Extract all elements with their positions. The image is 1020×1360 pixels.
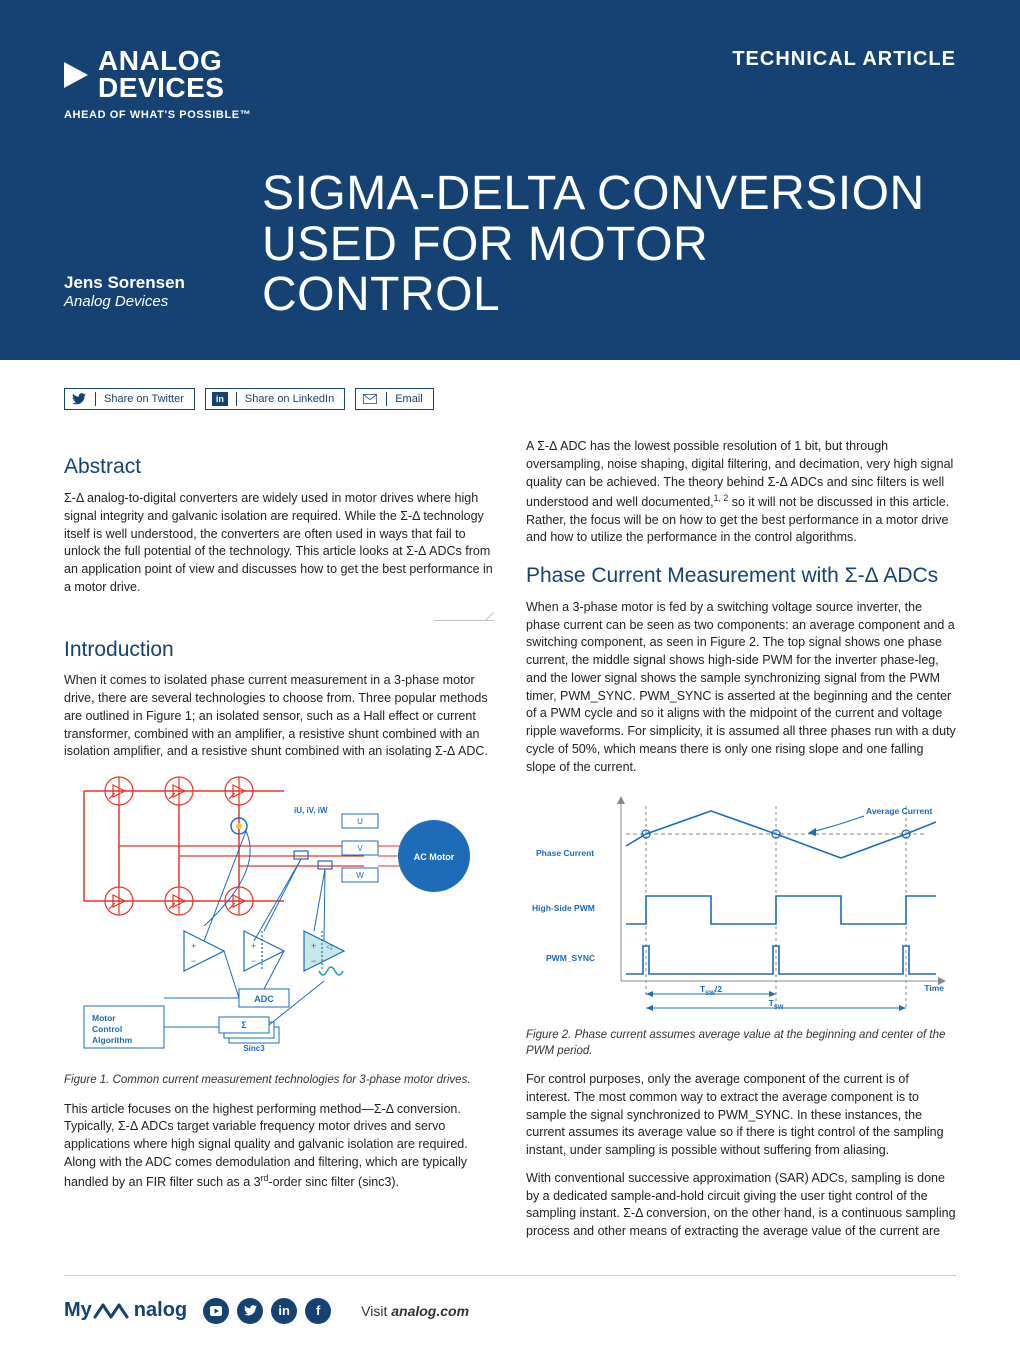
- right-column: A Σ-Δ ADC has the lowest possible resolu…: [526, 438, 956, 1251]
- svg-text:−: −: [191, 956, 196, 966]
- facebook-icon[interactable]: f: [305, 1298, 331, 1324]
- share-twitter-label: Share on Twitter: [104, 393, 184, 405]
- right-p2: When a 3-phase motor is fed by a switchi…: [526, 599, 956, 777]
- svg-text:Motor: Motor: [92, 1013, 116, 1023]
- phase-heading: Phase Current Measurement with Σ-Δ ADCs: [526, 561, 956, 591]
- fig2-avg-label: Average Current: [866, 806, 932, 816]
- email-icon: [362, 392, 378, 406]
- fig1-currents-label: iU, iV, iW: [294, 806, 328, 815]
- fig1-adc-label: ADC: [254, 994, 274, 1004]
- intro-heading: Introduction: [64, 635, 494, 665]
- share-email-label: Email: [395, 393, 423, 405]
- svg-text:◁: ◁: [326, 942, 333, 951]
- fig1-v-label: V: [357, 844, 363, 853]
- fig1-sinc-label: Sinc3: [243, 1044, 265, 1053]
- social-icons: in f: [203, 1298, 331, 1324]
- header-band: ANALOG DEVICES AHEAD OF WHAT'S POSSIBLE™…: [0, 0, 1020, 360]
- after-fig1-text: This article focuses on the highest perf…: [64, 1101, 494, 1192]
- twitter-icon[interactable]: [237, 1298, 263, 1324]
- svg-text:Algorithm: Algorithm: [92, 1035, 133, 1045]
- svg-text:+: +: [191, 941, 196, 951]
- share-linkedin-label: Share on LinkedIn: [245, 393, 334, 405]
- youtube-icon[interactable]: [203, 1298, 229, 1324]
- article-title: SIGMA-DELTA CONVERSION USED FOR MOTOR CO…: [262, 169, 956, 320]
- fig1-u-label: U: [357, 817, 363, 826]
- author-name: Jens Sorensen: [64, 273, 234, 293]
- share-twitter-button[interactable]: Share on Twitter: [64, 388, 195, 410]
- figure-1-caption: Figure 1. Common current measurement tec…: [64, 1073, 494, 1089]
- svg-text:+: +: [311, 941, 316, 951]
- fig2-time-label: Time: [924, 983, 944, 993]
- linkedin-icon[interactable]: in: [271, 1298, 297, 1324]
- svg-text:TSW/2: TSW/2: [700, 984, 722, 997]
- share-email-button[interactable]: Email: [355, 388, 434, 410]
- author-block: Jens Sorensen Analog Devices: [64, 273, 234, 320]
- right-p4: With conventional successive approximati…: [526, 1170, 956, 1241]
- logo-triangle-icon: [64, 62, 88, 88]
- visit-text: Visit analog.com: [361, 1303, 469, 1319]
- intro-text: When it comes to isolated phase current …: [64, 672, 494, 761]
- visit-link[interactable]: analog.com: [391, 1303, 469, 1319]
- left-column: Abstract Σ-Δ analog-to-digital converter…: [64, 438, 494, 1251]
- right-p3: For control purposes, only the average c…: [526, 1071, 956, 1160]
- twitter-icon: [71, 392, 87, 406]
- figure-2-caption: Figure 2. Phase current assumes average …: [526, 1028, 956, 1059]
- abstract-text: Σ-Δ analog-to-digital converters are wid…: [64, 490, 494, 597]
- logo-line2: DEVICES: [98, 75, 224, 102]
- author-affiliation: Analog Devices: [64, 293, 234, 310]
- share-row: Share on Twitter in Share on LinkedIn Em…: [64, 388, 956, 410]
- footer: Mynalog in f Visit analog.com: [0, 1276, 1020, 1354]
- fig2-pwm-label: High-Side PWM: [532, 903, 595, 913]
- logo-tagline: AHEAD OF WHAT'S POSSIBLE™: [64, 109, 251, 121]
- logo-block: ANALOG DEVICES AHEAD OF WHAT'S POSSIBLE™: [64, 48, 251, 121]
- logo-line1: ANALOG: [98, 48, 224, 75]
- abstract-heading: Abstract: [64, 452, 494, 482]
- svg-text:+: +: [251, 941, 256, 951]
- right-p1: A Σ-Δ ADC has the lowest possible resolu…: [526, 438, 956, 547]
- share-linkedin-button[interactable]: in Share on LinkedIn: [205, 388, 345, 410]
- myanalog-logo: Mynalog: [64, 1299, 187, 1322]
- figure-2-diagram: Time Average Current Phase Current: [526, 786, 956, 1016]
- fig2-sync-label: PWM_SYNC: [546, 953, 595, 963]
- doc-category: TECHNICAL ARTICLE: [732, 48, 956, 71]
- fig2-phase-label: Phase Current: [536, 848, 594, 858]
- fig1-sigma-label: Σ: [241, 1020, 247, 1030]
- svg-text:−: −: [251, 956, 256, 966]
- svg-text:Control: Control: [92, 1024, 122, 1034]
- linkedin-icon: in: [212, 392, 228, 406]
- svg-text:−: −: [311, 956, 316, 966]
- figure-1-diagram: U V W iU, iV, iW AC Motor: [64, 771, 494, 1061]
- fig1-motor-label: AC Motor: [414, 852, 455, 862]
- fig1-w-label: W: [356, 871, 364, 880]
